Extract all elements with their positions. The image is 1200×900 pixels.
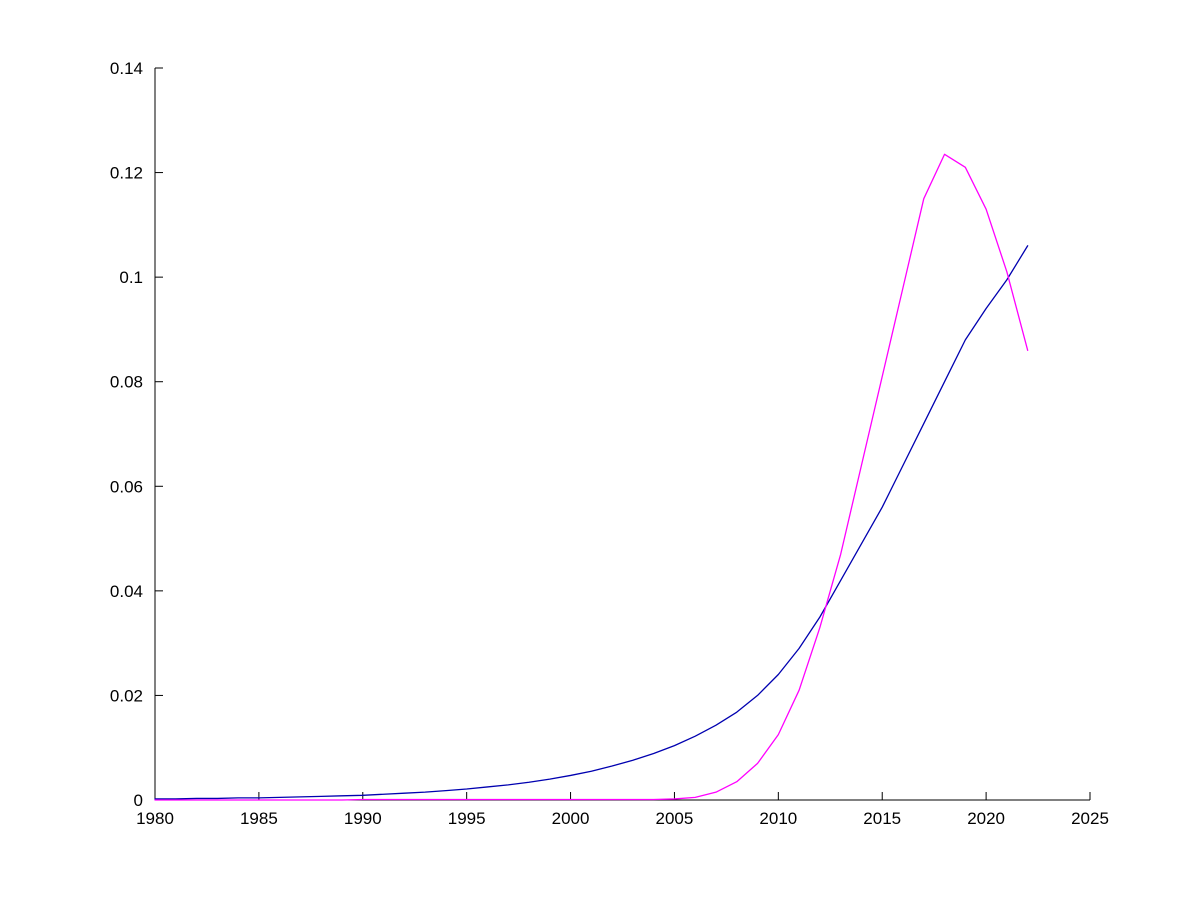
y-tick-label: 0.12 — [110, 164, 143, 183]
x-tick-label: 1995 — [448, 809, 486, 828]
x-tick-label: 2020 — [967, 809, 1005, 828]
y-tick-label: 0.06 — [110, 477, 143, 496]
x-tick-label: 2015 — [863, 809, 901, 828]
series-line-smooth-diffusion-curve — [154, 245, 1029, 800]
series-line-peaked-magenta-curve — [154, 153, 1029, 801]
x-tick-label: 1990 — [344, 809, 382, 828]
y-tick-label: 0.04 — [110, 582, 143, 601]
y-tick-label: 0.1 — [119, 268, 143, 287]
x-tick-label: 2005 — [656, 809, 694, 828]
x-tick-label: 2010 — [759, 809, 797, 828]
y-tick-label: 0.08 — [110, 373, 143, 392]
x-tick-label: 2000 — [552, 809, 590, 828]
x-tick-label: 1980 — [136, 809, 174, 828]
y-tick-label: 0 — [134, 791, 143, 810]
y-tick-label: 0.14 — [110, 59, 143, 78]
x-tick-label: 1985 — [240, 809, 278, 828]
y-tick-label: 0.02 — [110, 686, 143, 705]
x-tick-label: 2025 — [1071, 809, 1109, 828]
